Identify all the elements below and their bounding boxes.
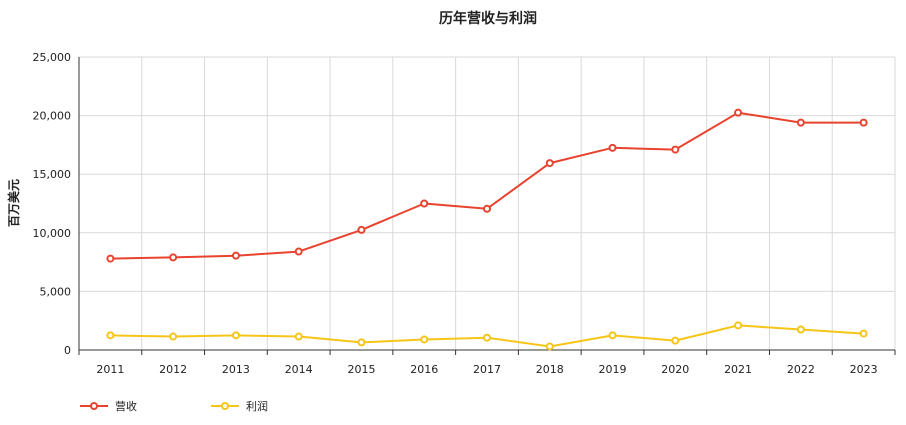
data-point bbox=[671, 336, 680, 345]
data-point bbox=[796, 118, 805, 127]
y-tick-label: 25,000 bbox=[33, 51, 72, 64]
data-point bbox=[357, 338, 366, 347]
data-point bbox=[608, 331, 617, 340]
legend: 营收 利润 bbox=[80, 399, 268, 413]
y-tick-label: 15,000 bbox=[33, 168, 72, 181]
y-tick-label: 20,000 bbox=[33, 110, 72, 123]
x-tick-label: 2020 bbox=[661, 363, 689, 376]
legend-item[interactable]: 利润 bbox=[211, 399, 268, 413]
x-tick-label: 2017 bbox=[473, 363, 501, 376]
data-point bbox=[545, 342, 554, 351]
series-line-1 bbox=[110, 111, 864, 260]
data-point bbox=[545, 159, 554, 168]
x-tick-label: 2014 bbox=[285, 363, 313, 376]
x-tick-label: 2012 bbox=[159, 363, 187, 376]
x-tick-label: 2021 bbox=[724, 363, 752, 376]
data-point bbox=[357, 225, 366, 234]
data-point bbox=[608, 143, 617, 152]
x-tick-label: 2016 bbox=[410, 363, 438, 376]
x-tick-label: 2019 bbox=[599, 363, 627, 376]
data-point bbox=[734, 108, 743, 117]
data-point bbox=[671, 145, 680, 154]
data-point bbox=[106, 254, 115, 263]
data-point bbox=[859, 329, 868, 338]
data-point bbox=[420, 335, 429, 344]
legend-swatch-marker bbox=[221, 402, 229, 410]
data-point bbox=[420, 199, 429, 208]
y-axis-label: 百万美元 bbox=[6, 179, 21, 227]
data-point bbox=[734, 321, 743, 330]
x-tick-label: 2023 bbox=[850, 363, 878, 376]
y-tick-label: 0 bbox=[64, 344, 71, 357]
y-tick-label: 5,000 bbox=[40, 285, 72, 298]
legend-label: 营收 bbox=[115, 399, 137, 413]
x-tick-label: 2022 bbox=[787, 363, 815, 376]
legend-swatch-marker bbox=[90, 402, 98, 410]
data-point bbox=[294, 332, 303, 341]
x-tick-label: 2013 bbox=[222, 363, 250, 376]
x-tick-label: 2015 bbox=[347, 363, 375, 376]
chart-title: 历年营收与利润 bbox=[439, 10, 537, 27]
data-point bbox=[859, 118, 868, 127]
data-point bbox=[483, 204, 491, 213]
series bbox=[106, 108, 868, 351]
data-point bbox=[106, 331, 115, 340]
x-tick-label: 2018 bbox=[536, 363, 564, 376]
data-point bbox=[169, 332, 178, 341]
data-point bbox=[231, 251, 240, 260]
data-point bbox=[231, 331, 240, 340]
x-tick-label: 2011 bbox=[96, 363, 124, 376]
data-point bbox=[796, 325, 805, 334]
grid bbox=[79, 56, 896, 350]
data-point bbox=[169, 253, 178, 262]
data-point bbox=[483, 333, 491, 342]
legend-item[interactable]: 营收 bbox=[80, 399, 137, 413]
axes: 0 5,000 10,000 15,000 20,000 25,000 2011 2012 20… bbox=[33, 51, 896, 376]
data-point bbox=[294, 247, 303, 256]
legend-label: 利润 bbox=[246, 399, 268, 413]
y-tick-label: 10,000 bbox=[33, 227, 72, 240]
